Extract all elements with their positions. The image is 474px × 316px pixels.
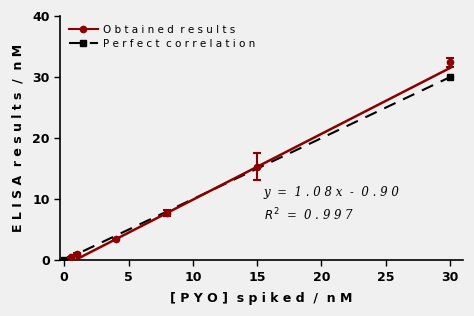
X-axis label: [ P Y O ]  s p i k e d  /  n M: [ P Y O ] s p i k e d / n M — [171, 292, 353, 305]
Text: y  =  1 . 0 8 x  -  0 . 9 0: y = 1 . 0 8 x - 0 . 9 0 — [264, 186, 400, 199]
Text: $\mathit{R}^2$  =  0 . 9 9 7: $\mathit{R}^2$ = 0 . 9 9 7 — [264, 207, 354, 223]
Y-axis label: E L I S A  r e s u l t s  /  n M: E L I S A r e s u l t s / n M — [11, 44, 24, 232]
Legend: O b t a i n e d  r e s u l t s, P e r f e c t  c o r r e l a t i o n: O b t a i n e d r e s u l t s, P e r f e… — [65, 21, 258, 52]
